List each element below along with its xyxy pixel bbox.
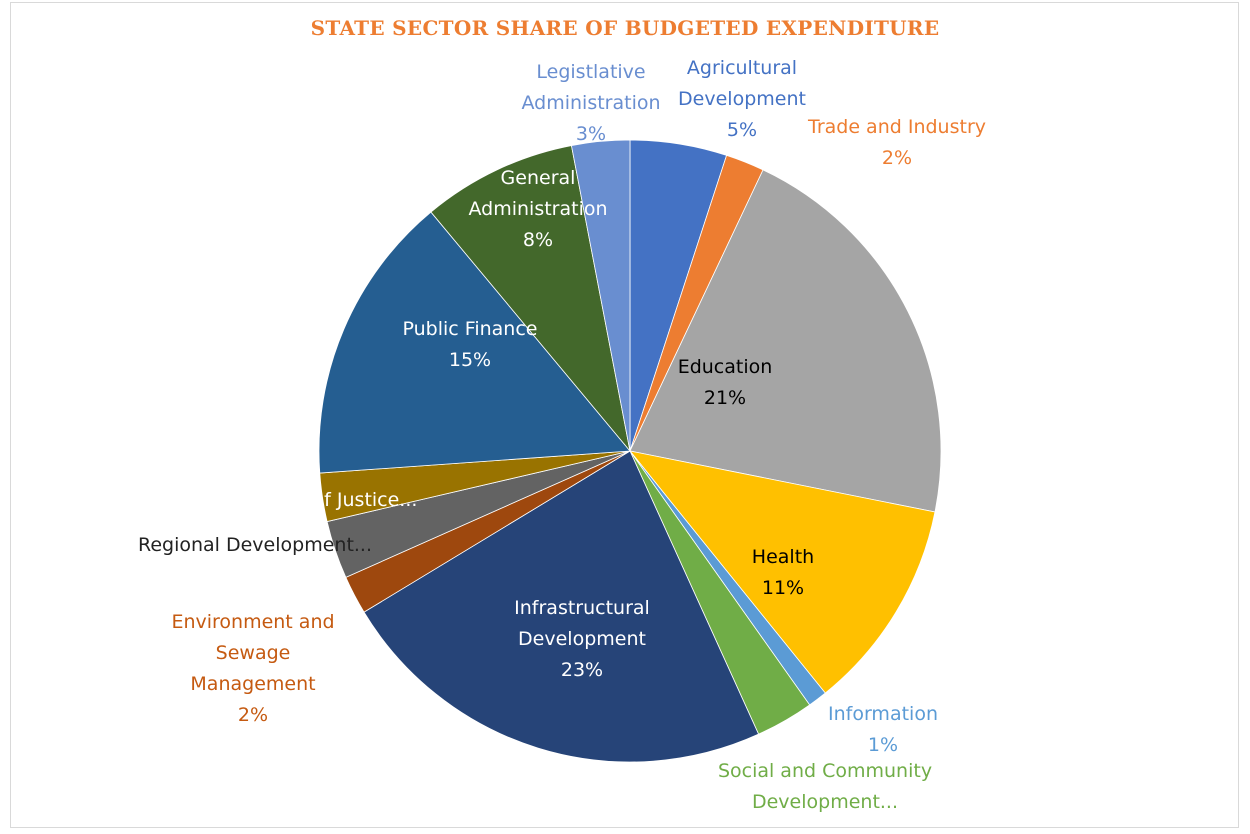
data-label-regional-development: Regional Development...: [138, 534, 372, 556]
data-label-trade-and-industry: Trade and Industry 2%: [807, 116, 986, 169]
data-label-agricultural-development: Agricultural Development 5%: [678, 57, 806, 141]
data-label-information: Information 1%: [828, 703, 938, 756]
data-label-environment-and-sewage-management: Environment and Sewage Management 2%: [171, 611, 334, 726]
data-label-legistlative-administration: Legistlative Administration 3%: [521, 61, 660, 145]
data-label-social-and-community-development: Social and Community Development...: [718, 760, 932, 813]
data-label-of-justice: of Justice...: [313, 489, 418, 511]
